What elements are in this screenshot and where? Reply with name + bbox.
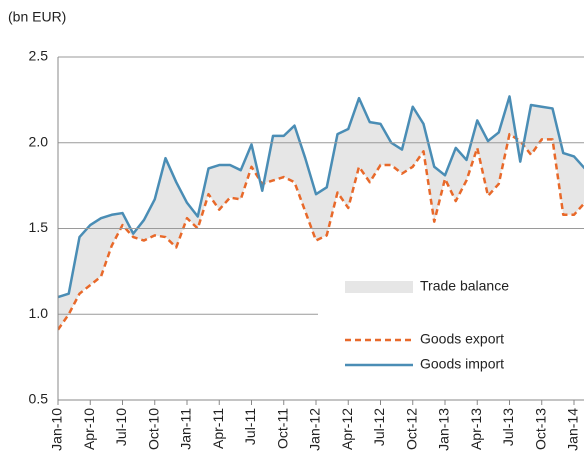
x-tick-label: Jul-11: [242, 408, 258, 445]
x-tick-label: Apr-10: [81, 408, 97, 450]
x-tick-label: Jul-13: [500, 408, 516, 446]
y-tick-label: 2.0: [29, 133, 49, 149]
trade-balance-area: [58, 96, 584, 330]
x-tick-label: Oct-12: [403, 408, 419, 450]
x-tick-label: Jan-11: [178, 408, 194, 450]
y-tick-label: 1.5: [29, 219, 49, 235]
legend-label: Goods export: [420, 331, 504, 347]
legend-label: Trade balance: [420, 278, 509, 294]
x-tick-label: Apr-11: [210, 408, 226, 449]
x-tick-label: Apr-13: [468, 408, 484, 450]
x-tick-label: Jul-10: [113, 408, 129, 446]
x-tick-label: Jan-14: [565, 408, 581, 451]
x-tick-label: Oct-10: [145, 408, 161, 450]
x-tick-label: Jan-10: [49, 408, 65, 451]
x-tick-label: Apr-12: [339, 408, 355, 450]
x-tick-label: Oct-13: [532, 408, 548, 450]
series-line: [58, 132, 584, 331]
y-tick-label: 0.5: [29, 391, 49, 407]
x-tick-label: Jan-12: [307, 408, 323, 451]
legend-area-swatch: [345, 281, 413, 293]
series-line: [58, 95, 584, 299]
y-tick-label: 2.5: [29, 48, 49, 64]
legend-label: Goods import: [420, 356, 504, 372]
y-tick-label: 1.0: [29, 305, 49, 321]
unit-label: (bn EUR): [8, 9, 66, 25]
x-tick-label: Oct-11: [274, 408, 290, 449]
plot-area: [58, 95, 584, 331]
x-tick-label: Jul-12: [371, 408, 387, 446]
x-tick-label: Jan-13: [436, 408, 452, 451]
